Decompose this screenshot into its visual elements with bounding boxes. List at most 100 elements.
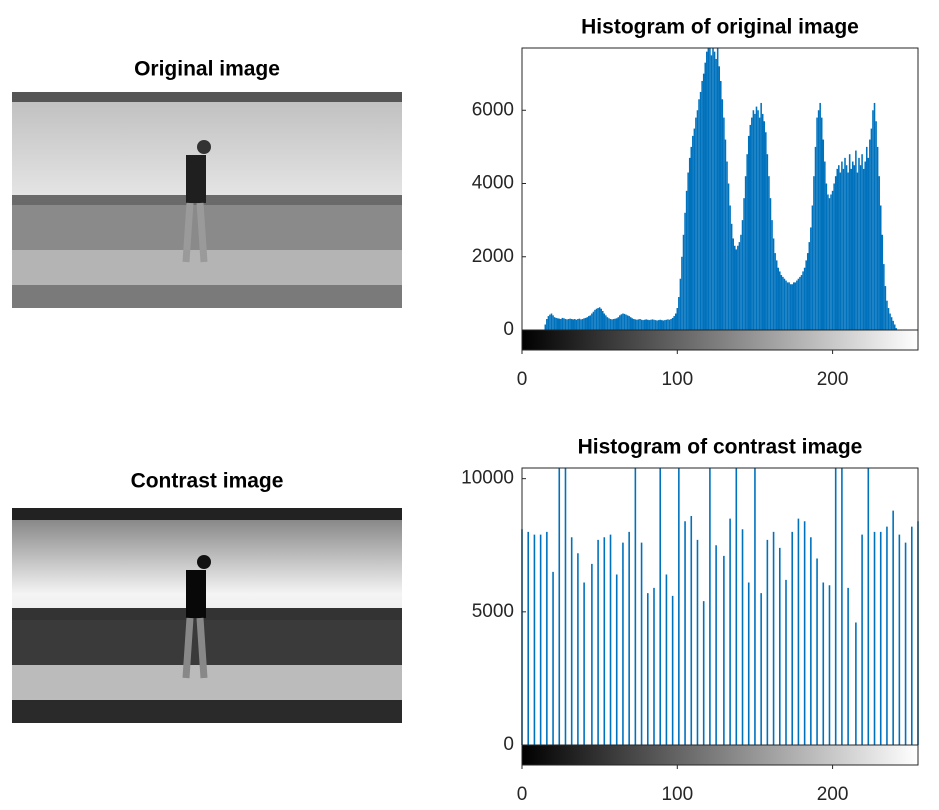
bar (836, 169, 838, 330)
bar (687, 173, 689, 330)
bar (753, 110, 755, 330)
x-tick-label: 100 (661, 369, 693, 390)
bar (871, 129, 873, 330)
bar (704, 63, 706, 330)
bar (590, 315, 592, 330)
bar (894, 325, 896, 330)
colorbar (522, 330, 918, 350)
x-tick-label: 200 (817, 784, 849, 805)
bar (585, 318, 587, 330)
bar (821, 118, 823, 330)
bar (611, 319, 613, 330)
bar (799, 277, 801, 330)
bar (656, 320, 658, 330)
bar (666, 320, 668, 330)
bar (563, 318, 565, 330)
bar (677, 308, 679, 330)
bar (694, 129, 696, 330)
bar (746, 154, 748, 330)
bar (614, 319, 616, 330)
bar (835, 176, 837, 330)
bar (644, 320, 646, 330)
bar (712, 48, 714, 330)
bar (555, 318, 557, 330)
bar (810, 227, 812, 330)
x-tick-label: 0 (517, 369, 528, 390)
bar (830, 194, 832, 330)
bar (664, 320, 666, 330)
bar (841, 162, 843, 330)
bar (748, 136, 750, 330)
bar (868, 158, 870, 330)
bar (560, 319, 562, 330)
bar (760, 103, 762, 330)
bar (551, 314, 553, 330)
bar (684, 213, 686, 330)
bar (639, 319, 641, 330)
bar (586, 317, 588, 330)
bar (709, 48, 711, 330)
bar (762, 114, 764, 330)
bar (767, 154, 769, 330)
bar (604, 314, 606, 330)
bar (796, 281, 798, 330)
bar (631, 318, 633, 330)
bar (715, 59, 717, 330)
bar (773, 238, 775, 330)
bar (728, 184, 730, 330)
bar (739, 242, 741, 330)
bar (790, 284, 792, 330)
bar (770, 198, 772, 330)
bar (757, 110, 759, 330)
bar (619, 315, 621, 330)
bar (882, 235, 884, 330)
image-title: Contrast image (131, 470, 284, 493)
bar (785, 281, 787, 330)
bar (777, 268, 779, 330)
bar (545, 325, 547, 330)
bar (889, 314, 891, 330)
bar (574, 319, 576, 330)
bar (672, 318, 674, 330)
bar (802, 271, 804, 330)
bar (697, 110, 699, 330)
bar (695, 118, 697, 330)
bar (708, 48, 710, 330)
bar (731, 224, 733, 330)
bar (774, 253, 776, 330)
original-image (12, 92, 402, 308)
bar (658, 320, 660, 330)
bar (846, 165, 848, 330)
bar (852, 162, 854, 330)
bar (645, 319, 647, 330)
bar (638, 319, 640, 330)
bar (577, 319, 579, 330)
bar (826, 184, 828, 330)
bar (734, 246, 736, 330)
bar (616, 318, 618, 330)
bar (621, 314, 623, 330)
bar (548, 316, 550, 330)
bar (683, 235, 685, 330)
bar (670, 319, 672, 330)
bar (718, 66, 720, 330)
bar (795, 282, 797, 330)
bar (594, 310, 596, 330)
bar (596, 309, 598, 330)
bar (843, 169, 845, 330)
bar (745, 176, 747, 330)
contrast-image (12, 508, 402, 723)
bar (652, 319, 654, 330)
bar (613, 319, 615, 330)
y-tick-label: 0 (503, 319, 514, 340)
bar (663, 320, 665, 330)
bar (829, 198, 831, 330)
bar (855, 151, 857, 330)
bar (622, 314, 624, 330)
bar (812, 205, 814, 330)
bar (706, 52, 708, 330)
bar (661, 320, 663, 330)
bar (562, 318, 564, 330)
bar (650, 320, 652, 330)
bar (751, 118, 753, 330)
